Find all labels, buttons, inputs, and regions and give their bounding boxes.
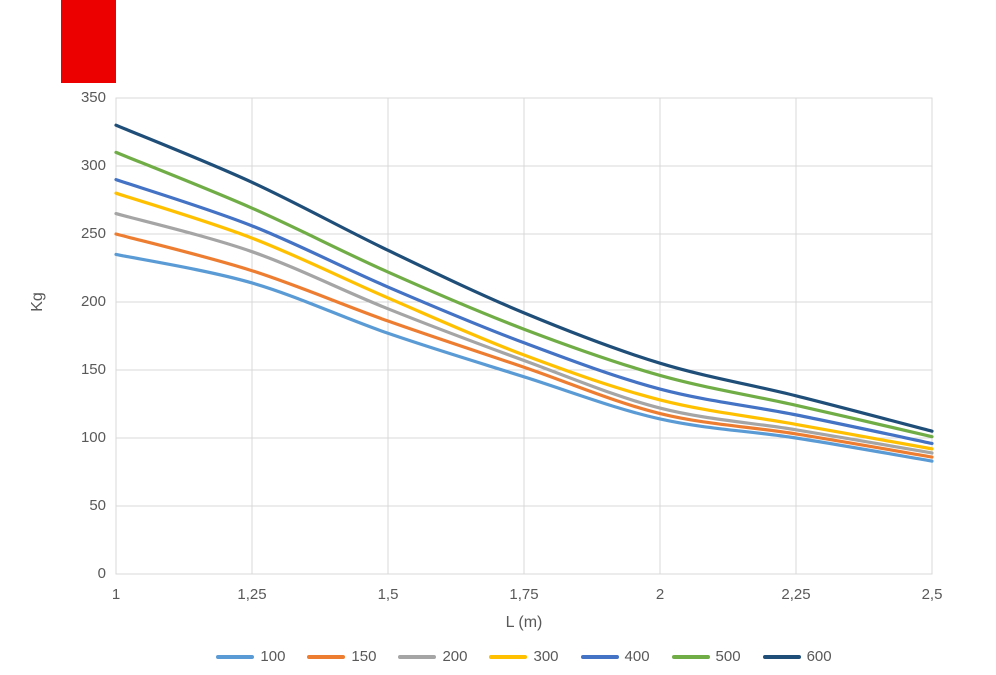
x-tick-label: 1,5 bbox=[377, 586, 399, 603]
y-tick-label: 250 bbox=[80, 225, 106, 242]
chart-legend: 100 150 200 300 400 500 600 bbox=[116, 647, 932, 667]
y-axis-title: Kg bbox=[28, 292, 46, 312]
legend-item-100: 100 bbox=[216, 648, 285, 666]
series-line-100 bbox=[114, 252, 934, 463]
legend-item-400: 400 bbox=[580, 648, 650, 666]
series-line-500 bbox=[114, 150, 934, 439]
legend-swatch bbox=[762, 655, 801, 659]
legend-item-300: 300 bbox=[489, 648, 559, 666]
red-rectangle bbox=[61, 0, 116, 83]
x-tick-label: 1,75 bbox=[509, 586, 539, 603]
plot-border bbox=[115, 97, 933, 575]
legend-item-150: 150 bbox=[307, 648, 376, 666]
legend-item-500: 500 bbox=[671, 648, 741, 666]
legend-swatch bbox=[580, 655, 619, 659]
x-tick-label: 1,25 bbox=[237, 586, 267, 603]
series-line-200 bbox=[114, 212, 934, 455]
series-line-600 bbox=[114, 123, 934, 433]
legend-label: 100 bbox=[260, 648, 286, 665]
series-line-150 bbox=[114, 232, 934, 459]
y-tick-label: 150 bbox=[80, 361, 106, 378]
x-tick-label: 1 bbox=[111, 586, 121, 603]
y-tick-label: 0 bbox=[97, 565, 106, 582]
series-line-300 bbox=[114, 191, 934, 451]
x-tick-label: 2,5 bbox=[921, 586, 943, 603]
legend-swatch bbox=[216, 655, 255, 659]
legend-swatch bbox=[671, 655, 710, 659]
y-tick-label: 100 bbox=[80, 429, 106, 446]
x-tick-label: 2 bbox=[655, 586, 665, 603]
legend-label: 200 bbox=[442, 648, 468, 665]
x-tick-label: 2,25 bbox=[781, 586, 811, 603]
y-tick-label: 200 bbox=[80, 293, 106, 310]
legend-label: 500 bbox=[715, 648, 741, 665]
x-axis-title: L (m) bbox=[505, 614, 543, 631]
legend-swatch bbox=[489, 655, 528, 659]
legend-label: 600 bbox=[806, 648, 832, 665]
series-line-400 bbox=[114, 178, 934, 446]
y-tick-label: 350 bbox=[80, 89, 106, 106]
legend-label: 400 bbox=[624, 648, 650, 665]
legend-swatch bbox=[307, 655, 346, 659]
y-tick-label: 50 bbox=[89, 497, 106, 514]
legend-swatch bbox=[398, 655, 437, 659]
legend-label: 150 bbox=[351, 648, 377, 665]
legend-label: 300 bbox=[533, 648, 559, 665]
y-tick-label: 300 bbox=[80, 157, 106, 174]
legend-item-200: 200 bbox=[398, 648, 467, 666]
legend-item-600: 600 bbox=[762, 648, 832, 666]
